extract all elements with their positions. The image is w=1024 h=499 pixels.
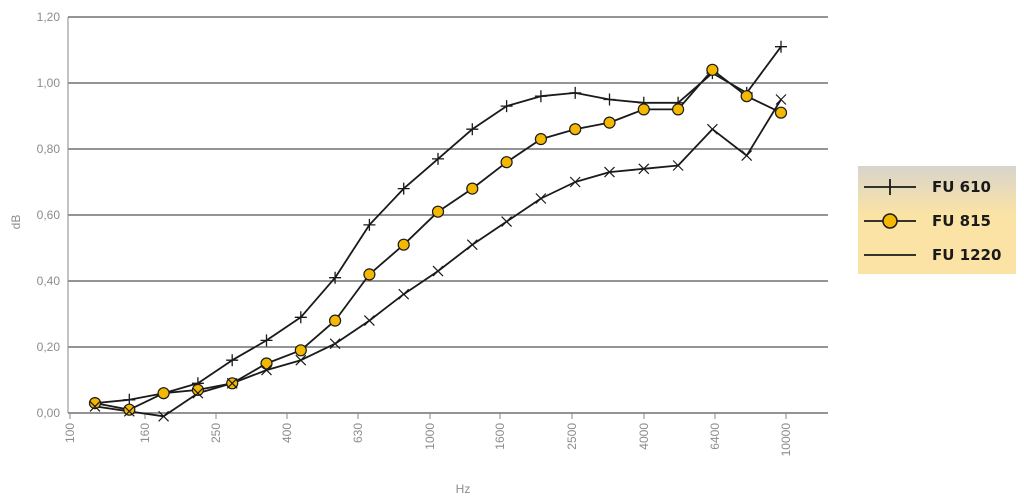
- data-point-circle: [431, 205, 445, 218]
- data-point-cross: [569, 86, 582, 99]
- data-point-cross: [260, 334, 273, 347]
- x-tick-label: 1000: [423, 423, 437, 450]
- y-tick-label: 1,20: [37, 10, 61, 24]
- data-point-x: [158, 410, 170, 422]
- data-point-x: [89, 400, 101, 412]
- data-point-x: [363, 315, 375, 327]
- data-point-x: [432, 265, 444, 277]
- data-point-circle: [671, 103, 685, 116]
- x-tick-label: 6400: [708, 423, 722, 450]
- data-point-x: [329, 338, 341, 350]
- legend: FU 610 FU 815 FU 1220: [858, 166, 1016, 274]
- data-point-circle: [774, 106, 788, 119]
- data-point-x: [775, 94, 787, 105]
- data-point-cross: [603, 93, 616, 106]
- data-point-cross: [226, 354, 239, 367]
- data-point-circle: [569, 123, 582, 136]
- data-point-cross: [397, 182, 410, 195]
- data-point-x: [295, 354, 307, 366]
- data-point-x: [569, 176, 581, 188]
- data-point-circle: [123, 403, 136, 416]
- data-point-circle: [466, 182, 479, 195]
- grid-lines: [68, 16, 828, 414]
- y-axis-title: dB: [9, 215, 23, 230]
- axes: 0,00 0,20 0,40 0,60 0,80 1,00 1,20 100 160 250 400…: [37, 10, 793, 456]
- x-tick-label: 400: [280, 423, 294, 443]
- data-point-x: [638, 163, 650, 175]
- data-point-cross: [294, 311, 307, 324]
- data-point-x: [226, 377, 238, 389]
- legend-swatch-circle: [882, 213, 898, 229]
- data-point-x: [672, 160, 684, 171]
- x-axis-title: Hz: [456, 482, 471, 496]
- data-point-circle: [637, 103, 650, 116]
- data-point-circle: [294, 344, 307, 357]
- y-tick-label: 0,20: [37, 340, 61, 354]
- x-tick-label: 1600: [493, 423, 507, 450]
- data-point-x: [706, 123, 718, 135]
- data-point-cross: [775, 40, 787, 53]
- data-point-cross: [500, 100, 513, 113]
- data-point-circle: [88, 397, 102, 410]
- series-line-3: [94, 99, 782, 418]
- x-tick-label: 160: [138, 423, 152, 443]
- data-point-cross: [534, 90, 547, 103]
- data-point-x: [261, 364, 272, 376]
- x-tick-label: 250: [209, 423, 223, 443]
- data-point-circle: [397, 238, 410, 251]
- data-point-x: [398, 288, 410, 300]
- data-point-cross: [466, 123, 479, 136]
- data-point-x: [741, 150, 753, 162]
- y-tick-label: 0,40: [37, 274, 61, 288]
- data-point-circle: [500, 156, 513, 169]
- x-tick-label: 630: [351, 423, 365, 443]
- legend-label: FU 1220: [932, 246, 1001, 264]
- data-point-x: [501, 216, 513, 228]
- data-point-circle: [603, 116, 616, 129]
- data-point-circle: [363, 268, 376, 281]
- y-tick-label: 0,80: [37, 142, 61, 156]
- data-point-circle: [191, 383, 204, 396]
- data-point-cross: [432, 152, 444, 165]
- x-tick-label: 4000: [637, 423, 651, 450]
- x-tick-label: 100: [63, 423, 77, 443]
- data-point-x: [535, 193, 547, 204]
- data-point-circle: [260, 357, 273, 370]
- y-tick-label: 0,60: [37, 208, 61, 222]
- data-point-x: [466, 239, 478, 251]
- data-point-circle: [534, 133, 548, 146]
- data-point-circle: [329, 314, 342, 327]
- data-point-x: [123, 405, 135, 417]
- x-tick-label: 10000: [779, 423, 793, 457]
- y-tick-label: 0,00: [37, 406, 61, 420]
- data-point-x: [192, 387, 204, 399]
- data-point-circle: [157, 387, 170, 400]
- y-tick-label: 1,00: [37, 76, 61, 90]
- legend-label: FU 610: [932, 178, 991, 196]
- data-point-cross: [363, 218, 376, 231]
- series-line-2: [94, 68, 782, 411]
- data-point-circle: [706, 63, 719, 76]
- legend-label: FU 815: [932, 212, 991, 230]
- data-point-cross: [329, 271, 342, 284]
- series-markers: [88, 40, 788, 422]
- x-tick-label: 2500: [565, 423, 579, 450]
- data-point-x: [604, 166, 615, 178]
- data-point-circle: [740, 90, 753, 103]
